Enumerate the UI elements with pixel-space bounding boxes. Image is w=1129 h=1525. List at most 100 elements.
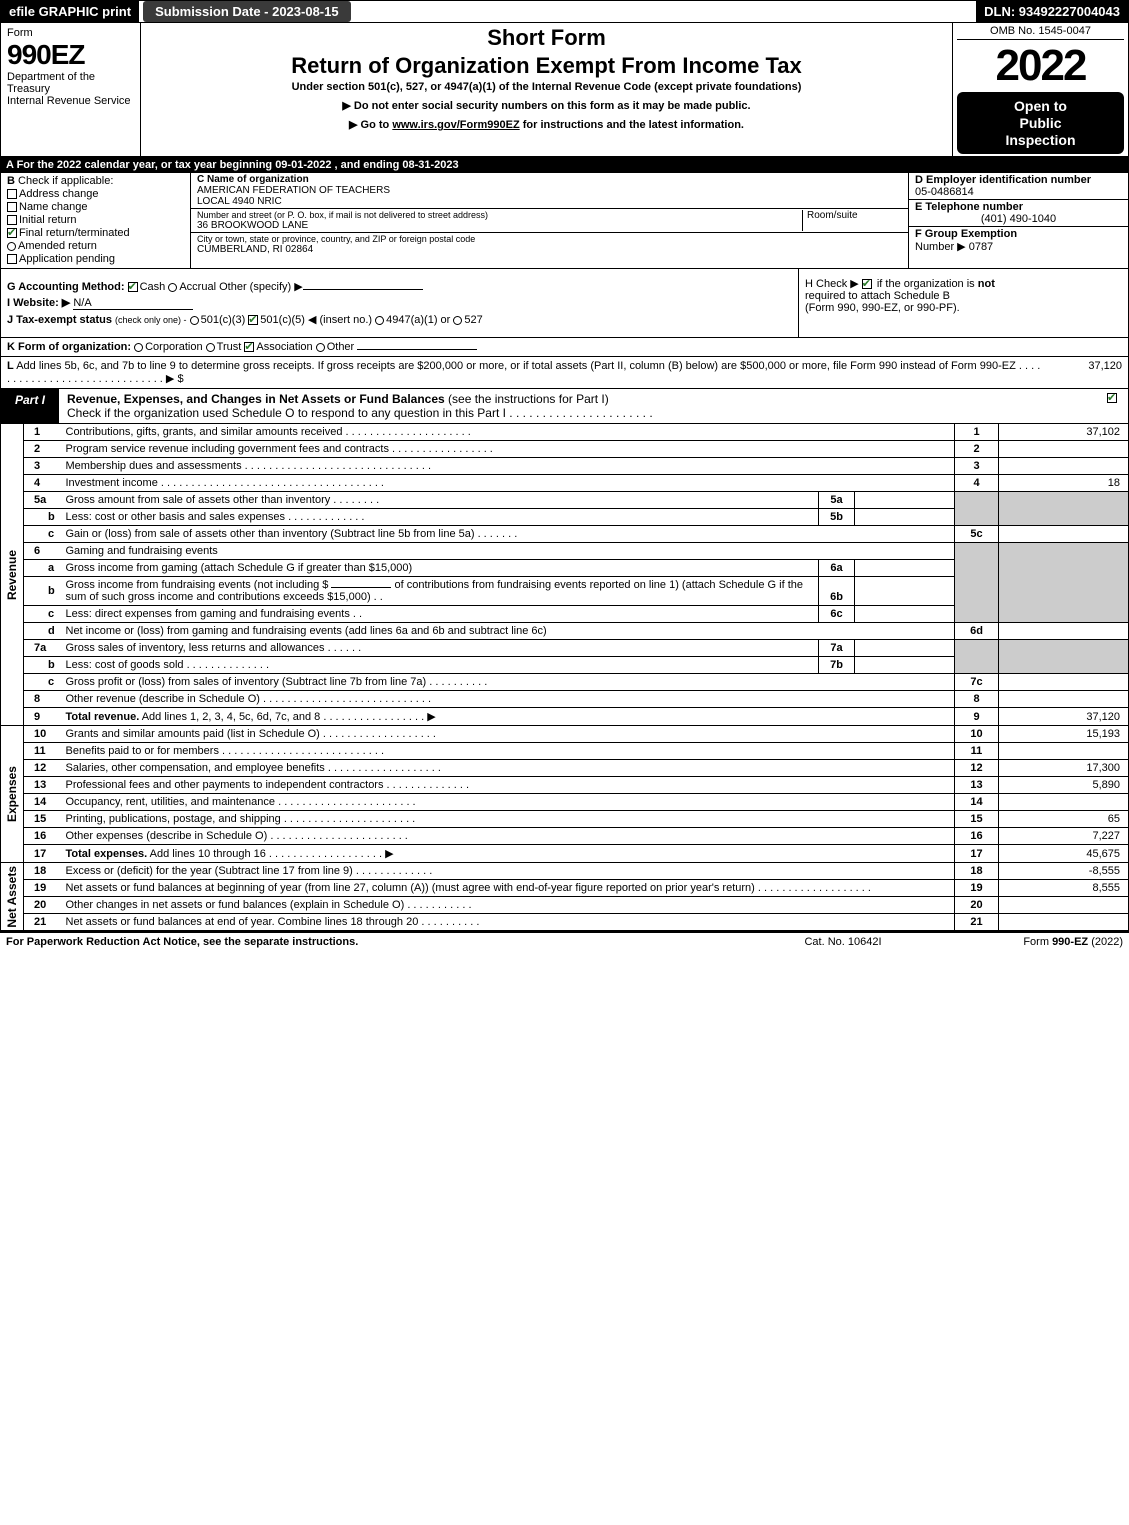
line-16-desc: Other expenses (describe in Schedule O) … bbox=[62, 828, 955, 845]
d-ein-label: D Employer identification number bbox=[915, 174, 1122, 186]
chk-name-change[interactable]: Name change bbox=[7, 201, 184, 213]
group-exemption-row: F Group Exemption Number ▶ 0787 bbox=[909, 227, 1128, 254]
section-bcdef: B Check if applicable: Address change Na… bbox=[0, 173, 1129, 269]
g-accounting: G Accounting Method: Cash Accrual Other … bbox=[7, 280, 792, 293]
line-20-rn: 20 bbox=[955, 897, 999, 914]
line-6b-mv bbox=[855, 577, 955, 606]
line-11-val bbox=[999, 743, 1129, 760]
shaded-5ab-val bbox=[999, 492, 1129, 526]
chk-assoc[interactable] bbox=[244, 342, 254, 352]
line-10-val: 15,193 bbox=[999, 726, 1129, 743]
part-i-check[interactable] bbox=[1098, 389, 1128, 423]
chk-trust[interactable] bbox=[206, 343, 215, 352]
footer-paperwork: For Paperwork Reduction Act Notice, see … bbox=[6, 936, 743, 948]
chk-final-return[interactable]: Final return/terminated bbox=[7, 227, 184, 239]
line-10-num: 10 bbox=[24, 726, 62, 743]
instr-goto-pre: ▶ Go to bbox=[349, 119, 392, 131]
f-label: F Group Exemption bbox=[915, 228, 1017, 240]
shaded-6abc-val bbox=[999, 543, 1129, 623]
header-center: Short Form Return of Organization Exempt… bbox=[141, 23, 953, 156]
irs-link[interactable]: www.irs.gov/Form990EZ bbox=[392, 119, 519, 131]
other-org-input[interactable] bbox=[357, 349, 477, 350]
other-specify-input[interactable] bbox=[303, 289, 423, 290]
footer-formref: Form 990-EZ (2022) bbox=[943, 936, 1123, 948]
line-2-val bbox=[999, 441, 1129, 458]
line-17-desc: Total expenses. Add lines 10 through 16 … bbox=[62, 845, 955, 863]
k-label: K Form of organization: bbox=[7, 341, 131, 353]
line-5c-rn: 5c bbox=[955, 526, 999, 543]
shaded-7ab-val bbox=[999, 640, 1129, 674]
chk-corp[interactable] bbox=[134, 343, 143, 352]
ein-value: 05-0486814 bbox=[915, 186, 1122, 198]
line-1-val: 37,102 bbox=[999, 424, 1129, 441]
group-exemption-value: 0787 bbox=[969, 241, 993, 253]
chk-4947[interactable] bbox=[375, 316, 384, 325]
line-7b-desc: Less: cost of goods sold . . . . . . . .… bbox=[62, 657, 819, 674]
chk-cash[interactable] bbox=[128, 282, 138, 292]
line-15-val: 65 bbox=[999, 811, 1129, 828]
line-9-num: 9 bbox=[24, 708, 62, 726]
chk-initial-return[interactable]: Initial return bbox=[7, 214, 184, 226]
street-row: Number and street (or P. O. box, if mail… bbox=[191, 209, 908, 233]
chk-application-pending[interactable]: Application pending bbox=[7, 253, 184, 265]
line-5c-val bbox=[999, 526, 1129, 543]
chk-527[interactable] bbox=[453, 316, 462, 325]
chk-accrual[interactable] bbox=[168, 283, 177, 292]
inspection-badge: Open to Public Inspection bbox=[957, 92, 1124, 154]
line-14-num: 14 bbox=[24, 794, 62, 811]
i-website: I Website: ▶ N/A bbox=[7, 296, 792, 310]
section-ghij: G Accounting Method: Cash Accrual Other … bbox=[0, 269, 1129, 338]
part-i-header: Part I Revenue, Expenses, and Changes in… bbox=[0, 389, 1129, 424]
e-tel-label: E Telephone number bbox=[915, 201, 1122, 213]
line-7a-mv bbox=[855, 640, 955, 657]
line-6b-num: b bbox=[24, 577, 62, 606]
chk-other[interactable] bbox=[316, 343, 325, 352]
chk-501c3[interactable] bbox=[190, 316, 199, 325]
line-7b-mv bbox=[855, 657, 955, 674]
line-14-rn: 14 bbox=[955, 794, 999, 811]
line-21-desc: Net assets or fund balances at end of ye… bbox=[62, 914, 955, 931]
line-5a-mn: 5a bbox=[819, 492, 855, 509]
ghi-left: G Accounting Method: Cash Accrual Other … bbox=[1, 269, 798, 337]
j-label: J Tax-exempt status bbox=[7, 314, 112, 326]
irs-label: Internal Revenue Service bbox=[7, 95, 134, 107]
line-6a-mn: 6a bbox=[819, 560, 855, 577]
line-17-val: 45,675 bbox=[999, 845, 1129, 863]
line-13-val: 5,890 bbox=[999, 777, 1129, 794]
line-6-num: 6 bbox=[24, 543, 62, 560]
line-10-rn: 10 bbox=[955, 726, 999, 743]
chk-amended-return[interactable]: Amended return bbox=[7, 240, 184, 252]
ein-row: D Employer identification number 05-0486… bbox=[909, 173, 1128, 200]
h-label: H bbox=[805, 278, 813, 290]
efile-label[interactable]: efile GRAPHIC print bbox=[1, 1, 139, 22]
line-7a-num: 7a bbox=[24, 640, 62, 657]
line-15-desc: Printing, publications, postage, and shi… bbox=[62, 811, 955, 828]
line-4-rn: 4 bbox=[955, 475, 999, 492]
chk-address-change[interactable]: Address change bbox=[7, 188, 184, 200]
expenses-side-label: Expenses bbox=[1, 726, 24, 863]
line-12-desc: Salaries, other compensation, and employ… bbox=[62, 760, 955, 777]
chk-501c[interactable] bbox=[248, 315, 258, 325]
city-label: City or town, state or province, country… bbox=[197, 234, 902, 244]
chk-h[interactable] bbox=[862, 279, 872, 289]
line-5b-mv bbox=[855, 509, 955, 526]
line-8-num: 8 bbox=[24, 691, 62, 708]
f-label2: Number ▶ bbox=[915, 241, 966, 253]
line-12-num: 12 bbox=[24, 760, 62, 777]
dln-label: DLN: 93492227004043 bbox=[976, 1, 1128, 22]
shaded-6abc bbox=[955, 543, 999, 623]
line-15-rn: 15 bbox=[955, 811, 999, 828]
h-check: H Check ▶ if the organization is not req… bbox=[798, 269, 1128, 337]
city-value: CUMBERLAND, RI 02864 bbox=[197, 244, 902, 255]
line-7b-mn: 7b bbox=[819, 657, 855, 674]
instr-goto-post: for instructions and the latest informat… bbox=[520, 119, 744, 131]
line-3-desc: Membership dues and assessments . . . . … bbox=[62, 458, 955, 475]
line-6c-mn: 6c bbox=[819, 606, 855, 623]
org-name-row: C Name of organization AMERICAN FEDERATI… bbox=[191, 173, 908, 209]
g-label: G Accounting Method: bbox=[7, 281, 125, 293]
line-2-num: 2 bbox=[24, 441, 62, 458]
line-17-num: 17 bbox=[24, 845, 62, 863]
part-i-tag: Part I bbox=[1, 389, 59, 423]
omb-number: OMB No. 1545-0047 bbox=[957, 25, 1124, 40]
l-text: Add lines 5b, 6c, and 7b to line 9 to de… bbox=[16, 360, 1016, 372]
